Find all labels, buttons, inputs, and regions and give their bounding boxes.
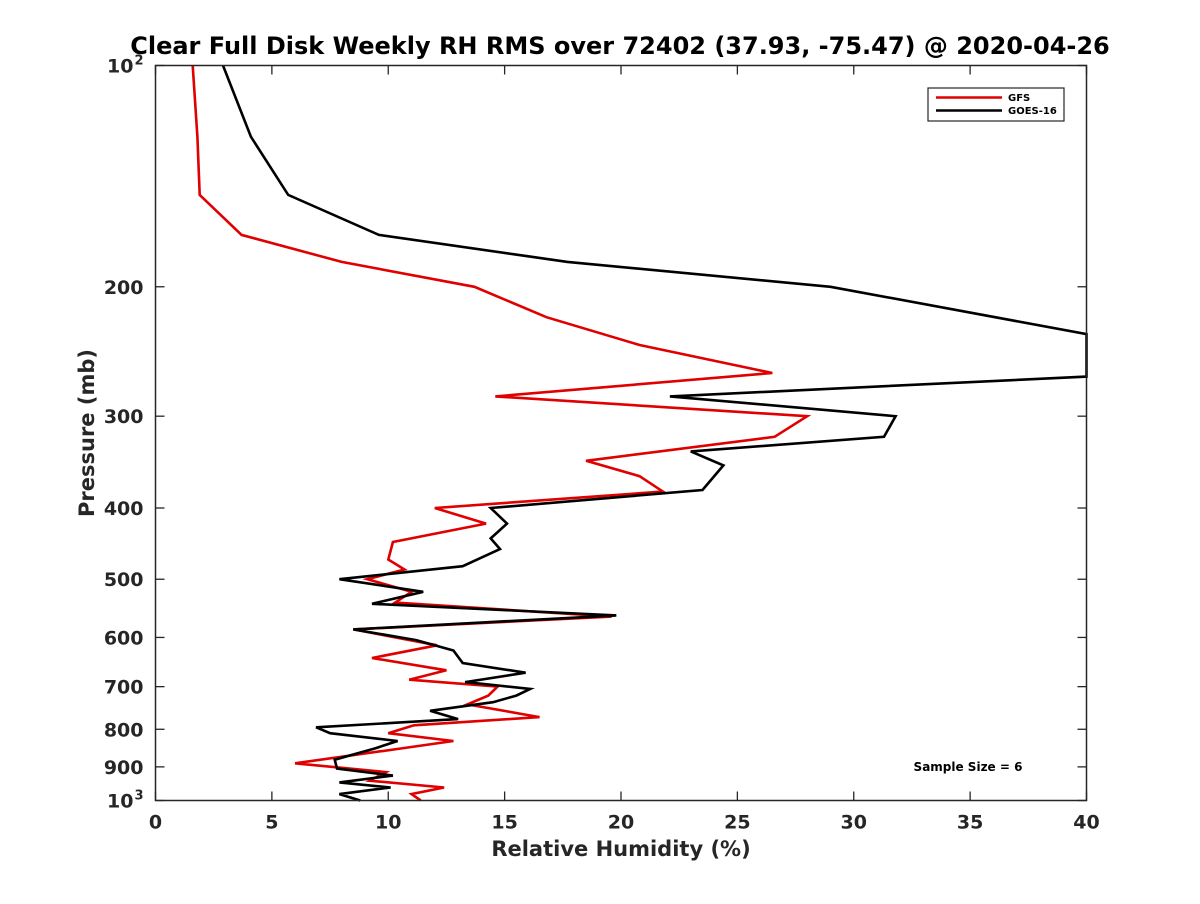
y-tick-label: 300	[104, 406, 144, 428]
x-tick-label: 0	[149, 812, 162, 834]
y-tick-label: 500	[104, 569, 144, 591]
chart-title: Clear Full Disk Weekly RH RMS over 72402…	[130, 32, 1110, 60]
x-tick-label: 35	[957, 812, 983, 834]
axes-box	[154, 64, 1088, 802]
y-tick-label: 700	[104, 677, 144, 699]
y-tick-label: 600	[104, 627, 144, 649]
x-tick-label: 10	[375, 812, 401, 834]
series-line-goes-16	[221, 65, 1088, 802]
y-tick-label: 200	[104, 277, 144, 299]
y-tick-label: 10	[107, 56, 133, 78]
y-tick-label: 10	[107, 791, 133, 813]
series-group	[191, 65, 1088, 802]
y-axis-label: Pressure (mb)	[75, 349, 99, 517]
x-tick-label: 20	[608, 812, 634, 834]
y-tick-exponent: 3	[135, 789, 144, 804]
x-axis-label: Relative Humidity (%)	[491, 837, 750, 861]
y-tick-exponent: 2	[135, 54, 144, 69]
legend-label-gfs: GFS	[1008, 93, 1030, 104]
x-tick-label: 40	[1073, 812, 1099, 834]
x-tick-label: 15	[491, 812, 517, 834]
x-tick-label: 30	[841, 812, 867, 834]
x-tick-label: 5	[265, 812, 278, 834]
series-line-gfs	[191, 65, 812, 802]
legend: GFS GOES-16	[927, 87, 1065, 122]
x-tick-label: 25	[724, 812, 750, 834]
y-tick-label: 900	[104, 757, 144, 779]
y-tick-label: 400	[104, 498, 144, 520]
legend-label-goes-16: GOES-16	[1008, 106, 1057, 117]
y-tick-label: 800	[104, 719, 144, 741]
sample-size-annotation: Sample Size = 6	[914, 760, 1023, 774]
legend-box	[927, 87, 1065, 122]
